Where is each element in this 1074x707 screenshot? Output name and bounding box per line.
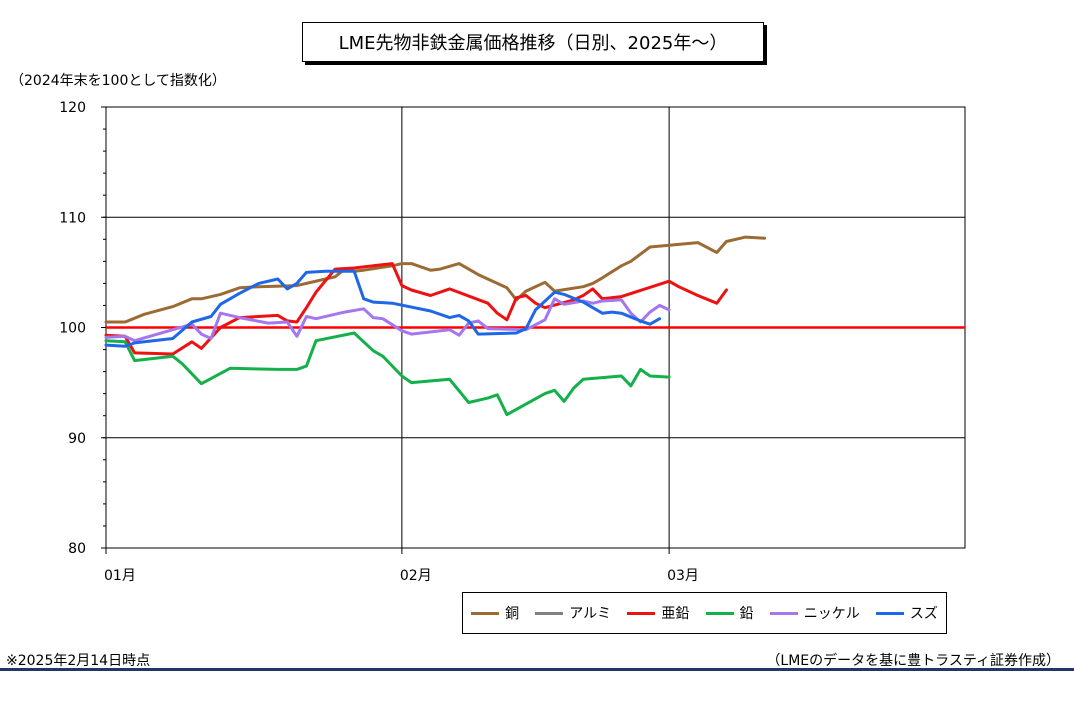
x-tick-label: 01月	[104, 568, 136, 584]
legend-label: ニッケル	[803, 606, 860, 622]
legend-item: アルミ	[535, 603, 611, 623]
legend-label: アルミ	[569, 606, 612, 622]
series-line	[104, 235, 767, 324]
legend-item: ニッケル	[769, 603, 860, 623]
legend: 銅 アルミ 亜鉛 鉛 ニッケル スズ	[462, 592, 947, 634]
as-of-note: ※2025年2月14日時点	[6, 653, 151, 669]
legend-label: 鉛	[739, 606, 754, 622]
legend-item: 鉛	[705, 603, 754, 623]
legend-swatch	[875, 611, 904, 615]
series-line	[104, 331, 671, 417]
bottom-rule	[0, 668, 1074, 671]
legend-label: 銅	[505, 606, 520, 622]
y-tick-label: 120	[59, 100, 86, 116]
y-tick-label: 100	[59, 321, 86, 337]
series-line	[104, 297, 671, 343]
legend-swatch	[705, 611, 734, 615]
y-tick-label: 110	[59, 210, 86, 226]
y-tick-label: 80	[68, 541, 86, 557]
x-tick-label: 02月	[400, 568, 432, 584]
legend-item: スズ	[875, 603, 938, 623]
legend-swatch	[627, 611, 656, 615]
y-axis-note: （2024年末を100として指数化）	[10, 73, 226, 89]
series-line	[104, 262, 728, 356]
chart-title: LME先物非鉄金属価格推移（日別、2025年～）	[302, 22, 764, 62]
legend-item: 亜鉛	[627, 603, 689, 623]
legend-item: 銅	[471, 603, 519, 623]
legend-label: スズ	[909, 606, 938, 622]
legend-swatch	[769, 611, 798, 615]
source-note: （LMEのデータを基に豊トラスティ証券作成）	[766, 653, 1060, 669]
legend-swatch	[471, 611, 500, 615]
y-tick-label: 90	[68, 431, 86, 447]
legend-label: 亜鉛	[661, 606, 690, 622]
series-line	[104, 269, 662, 348]
x-tick-label: 03月	[667, 568, 699, 584]
legend-swatch	[535, 611, 564, 615]
